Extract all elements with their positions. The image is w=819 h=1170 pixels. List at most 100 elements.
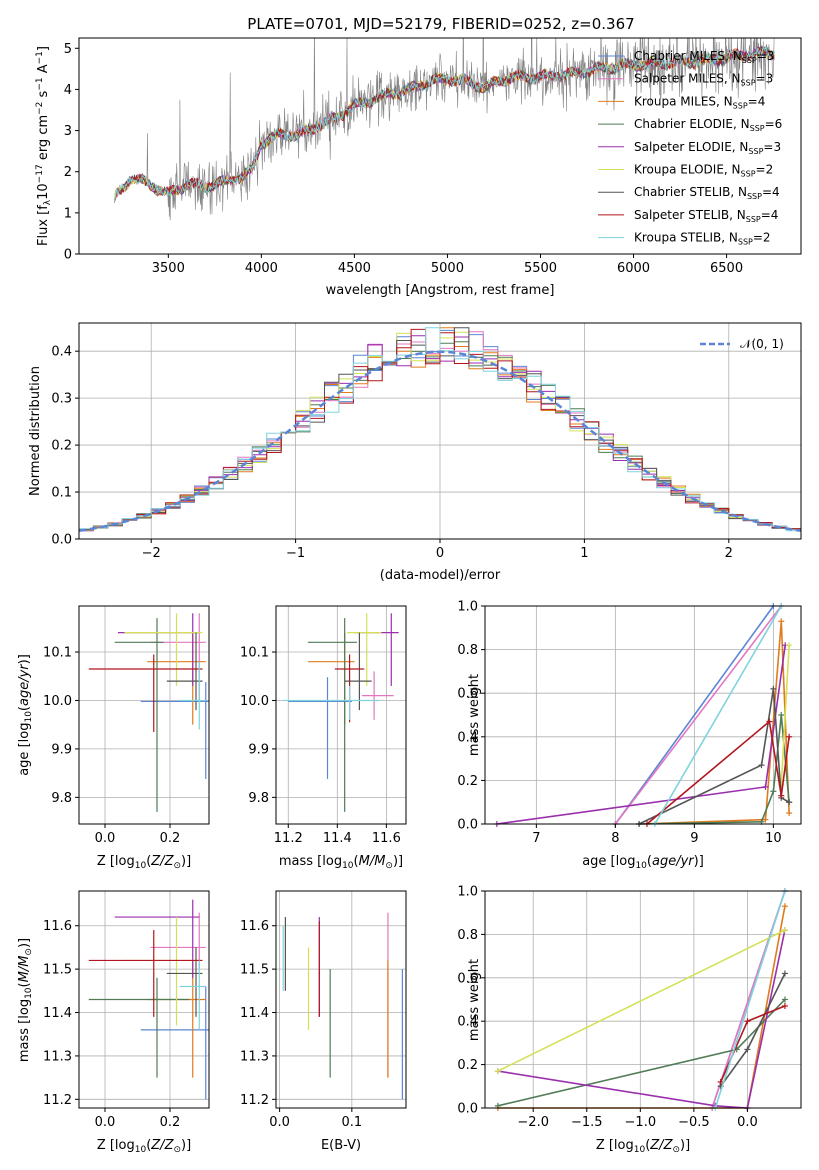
y-tick-label: 0.3 bbox=[51, 392, 72, 407]
weight-line bbox=[497, 929, 786, 1072]
residual-y-label: Normed distribution bbox=[28, 366, 43, 496]
weight-series bbox=[712, 888, 788, 1111]
y-tick-label: 10.1 bbox=[240, 646, 269, 661]
y-tick-label: 11.5 bbox=[240, 963, 269, 978]
y-tick-label: 11.4 bbox=[240, 1006, 269, 1021]
y-tick-label: 3 bbox=[64, 124, 72, 139]
y-tick-label: 0.0 bbox=[51, 533, 72, 548]
x-tick-label: 4500 bbox=[338, 261, 371, 276]
x-tick-label: 11.6 bbox=[372, 831, 401, 846]
age-mass-frame bbox=[275, 605, 407, 825]
y-tick-label: 11.2 bbox=[240, 1093, 269, 1108]
error-bar-point bbox=[179, 960, 206, 1030]
x-tick-label: −0.5 bbox=[678, 1115, 710, 1130]
y-tick-label: 9.9 bbox=[248, 742, 269, 757]
error-bar-point bbox=[166, 632, 203, 711]
normal-legend: 𝒩(0, 1) bbox=[700, 337, 784, 351]
legend-label: Chabrier MILES, NSSP=3 bbox=[634, 49, 774, 65]
y-tick-label: 10.0 bbox=[43, 694, 72, 709]
mass-z-panel: 0.0 0.2 11.2 11.3 11.4 11.5 11.6 Z [log10(Z/Z⊙… bbox=[17, 890, 210, 1155]
y-tick-label: 0.6 bbox=[457, 687, 478, 702]
mass-z-y-label: mass [log10(M/M⊙)] bbox=[17, 938, 34, 1062]
x-tick-label: 11.4 bbox=[323, 831, 352, 846]
y-tick-label: 0.2 bbox=[457, 1058, 478, 1073]
x-tick-label: 2 bbox=[725, 546, 733, 561]
x-tick-label: 3500 bbox=[152, 261, 185, 276]
error-bar-point bbox=[283, 685, 380, 720]
y-tick-label: 11.6 bbox=[240, 919, 269, 934]
weight-series bbox=[494, 927, 788, 1075]
legend-label: Salpeter ELODIE, NSSP=3 bbox=[634, 140, 781, 156]
weight-series bbox=[612, 603, 785, 827]
error-bar-point bbox=[150, 613, 206, 701]
y-tick-label: 9.8 bbox=[51, 791, 72, 806]
weight-z-panel: −2.0 −1.5 −1.0 −0.5 0.0 0.0 0.2 0.4 0.6 0.8 1.0 Z … bbox=[457, 885, 802, 1155]
legend-label: Salpeter STELIB, NSSP=4 bbox=[634, 208, 778, 224]
legend-label: Kroupa STELIB, NSSP=2 bbox=[634, 231, 771, 247]
error-bar-point bbox=[288, 677, 353, 779]
error-bar-point bbox=[179, 661, 206, 730]
mass-ebv-frame bbox=[275, 890, 407, 1109]
error-bar-point bbox=[140, 682, 209, 779]
error-bar-point bbox=[166, 947, 203, 1017]
weight-z-x-label: Z [log10(Z/Z⊙)] bbox=[596, 1138, 690, 1155]
weight-line bbox=[614, 605, 775, 825]
residual-panel: −2 −1 0 1 2 0.0 0.1 0.2 0.3 0.4 (data-model)/erro… bbox=[28, 322, 802, 583]
x-tick-label: −2 bbox=[142, 546, 161, 561]
error-bar-point bbox=[140, 986, 209, 1100]
error-bar-point bbox=[307, 618, 357, 812]
weight-line bbox=[496, 645, 786, 825]
x-tick-label: 0 bbox=[436, 546, 444, 561]
y-tick-label: 1.0 bbox=[457, 600, 478, 615]
y-tick-label: 9.9 bbox=[51, 742, 72, 757]
error-bar-point bbox=[88, 977, 190, 1078]
legend-label: Kroupa ELODIE, NSSP=2 bbox=[634, 163, 773, 179]
error-bar-point bbox=[118, 613, 200, 686]
weight-series bbox=[778, 642, 793, 788]
y-tick-label: 4 bbox=[64, 83, 72, 98]
spectrum-panel: 3500 4000 4500 5000 5500 6000 6500 0 1 2 3 4 5 wavel… bbox=[35, 37, 802, 298]
age-mass-x-label: mass [log10(M/M⊙)] bbox=[279, 854, 403, 871]
y-tick-label: 5 bbox=[64, 42, 72, 57]
mass-ebv-panel: 0.0 0.1 11.2 11.3 11.4 11.5 11.6 E(B-V) bbox=[240, 890, 407, 1153]
y-tick-label: 0.4 bbox=[457, 730, 478, 745]
y-tick-label: 0.8 bbox=[457, 643, 478, 658]
weight-age-x-label: age [log10(age/yr)] bbox=[582, 854, 704, 871]
weight-line bbox=[614, 605, 782, 825]
weight-series bbox=[717, 1003, 788, 1085]
x-tick-label: 5000 bbox=[431, 261, 464, 276]
weight-line bbox=[654, 605, 782, 825]
error-bar-point bbox=[114, 899, 200, 978]
residual-x-label: (data-model)/error bbox=[380, 568, 501, 583]
weight-line bbox=[497, 929, 786, 1109]
y-tick-label: 1 bbox=[64, 206, 72, 221]
age-z-frame bbox=[78, 605, 210, 825]
x-tick-label: 5500 bbox=[524, 261, 557, 276]
x-tick-label: −1.5 bbox=[571, 1115, 603, 1130]
x-tick-label: 0.2 bbox=[160, 1115, 181, 1130]
y-tick-label: 10.1 bbox=[43, 646, 72, 661]
error-bar-point bbox=[124, 613, 203, 686]
weight-series bbox=[636, 685, 793, 827]
x-tick-label: 4000 bbox=[245, 261, 278, 276]
x-tick-label: 8 bbox=[611, 831, 619, 846]
y-tick-label: 2 bbox=[64, 165, 72, 180]
x-tick-label: 11.2 bbox=[274, 831, 303, 846]
y-tick-label: 0 bbox=[64, 248, 72, 263]
x-tick-label: 0.0 bbox=[95, 831, 116, 846]
error-bar-point bbox=[88, 930, 203, 1017]
legend-label: Chabrier STELIB, NSSP=4 bbox=[634, 185, 780, 201]
y-tick-label: 10.0 bbox=[240, 694, 269, 709]
weight-series bbox=[717, 970, 788, 1090]
spectrum-model-line bbox=[114, 45, 775, 202]
error-bar-point bbox=[361, 671, 394, 720]
error-bar-point bbox=[114, 618, 164, 812]
y-tick-label: 0.2 bbox=[457, 774, 478, 789]
weight-age-y-label: mass weight bbox=[467, 674, 482, 756]
error-bar-point bbox=[354, 613, 399, 686]
spectrum-y-label: Flux [fλ10−17 erg cm−2 s−1 A−1] bbox=[35, 46, 53, 246]
y-tick-label: 11.3 bbox=[240, 1049, 269, 1064]
weight-line bbox=[780, 645, 790, 785]
normal-legend-label: 𝒩(0, 1) bbox=[740, 337, 784, 351]
